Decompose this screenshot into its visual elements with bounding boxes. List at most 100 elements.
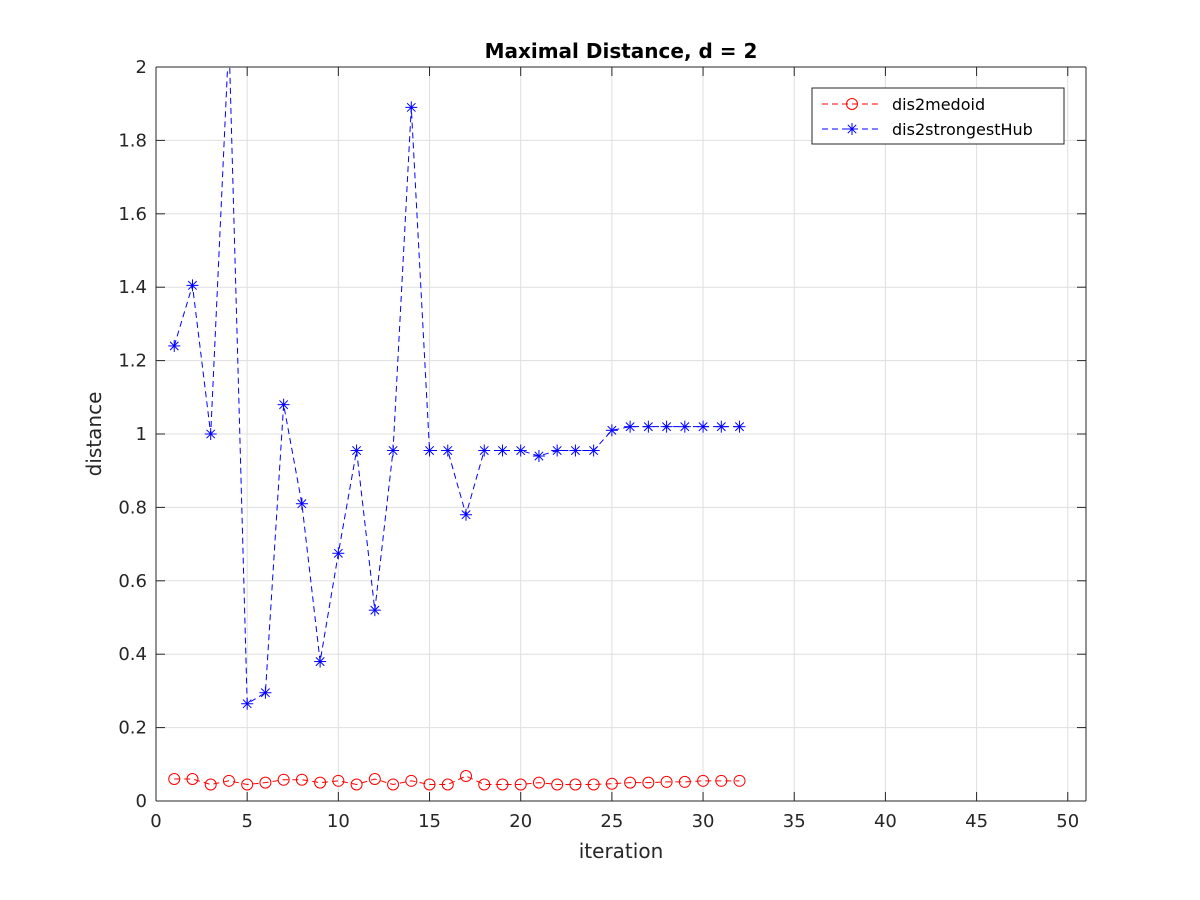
x-tick-label: 30 <box>692 811 715 832</box>
data-point <box>514 444 527 457</box>
data-point <box>496 778 509 791</box>
data-point <box>678 775 691 788</box>
data-point <box>222 774 235 787</box>
x-tick-label: 5 <box>241 811 252 832</box>
x-tick-label: 10 <box>327 811 350 832</box>
series-layer <box>168 67 746 791</box>
data-point <box>405 774 418 787</box>
data-point <box>259 776 272 789</box>
x-tick-label: 25 <box>600 811 623 832</box>
data-point <box>314 776 327 789</box>
data-point <box>478 778 491 791</box>
data-point <box>387 444 400 457</box>
data-point <box>423 444 436 457</box>
data-point <box>460 508 472 521</box>
data-point <box>204 778 217 791</box>
data-point <box>277 773 290 786</box>
data-point <box>423 778 436 791</box>
legend-marker <box>846 123 858 135</box>
data-point <box>678 420 691 433</box>
data-point <box>350 778 363 791</box>
data-point <box>587 778 600 791</box>
data-point <box>642 776 655 789</box>
data-point <box>697 420 710 433</box>
y-tick-label: 0.2 <box>118 718 147 739</box>
data-point <box>259 686 272 699</box>
data-point <box>715 774 728 787</box>
x-tick-label: 15 <box>418 811 441 832</box>
data-point <box>605 777 618 790</box>
x-tick-label: 50 <box>1056 811 1079 832</box>
legend-marker <box>846 98 858 110</box>
data-point <box>168 772 181 785</box>
data-point <box>332 774 345 787</box>
legend-entry: dis2medoid <box>822 95 985 114</box>
data-point <box>186 279 199 292</box>
data-point <box>587 444 600 457</box>
y-tick-label: 2 <box>136 57 147 78</box>
data-point <box>387 778 400 791</box>
data-point <box>204 428 217 440</box>
data-point <box>332 547 345 560</box>
y-tick-label: 1.4 <box>118 277 147 298</box>
data-point <box>569 444 582 457</box>
tick-labels: 0 5 10 15 20 25 30 35 40 45 50 0 0.2 0.4 0.6 0.8 1 1.2 1.4… <box>118 57 1079 832</box>
y-tick-label: 0.6 <box>118 571 147 592</box>
data-point <box>733 774 746 787</box>
data-point <box>496 444 509 457</box>
data-point <box>241 778 254 791</box>
data-point <box>733 420 746 433</box>
data-point <box>569 778 582 791</box>
data-point <box>551 444 564 457</box>
legend: dis2medoid dis2strongestHub <box>811 87 1065 145</box>
data-point <box>460 770 472 783</box>
y-tick-label: 1 <box>136 424 147 445</box>
x-axis-label: iteration <box>579 839 664 863</box>
data-point <box>715 420 728 433</box>
data-point <box>441 778 454 791</box>
series-dis2medoid <box>168 770 746 791</box>
x-tick-label: 20 <box>509 811 532 832</box>
series-line <box>174 775 740 786</box>
series-dis2strongestHub <box>168 67 746 710</box>
data-point <box>551 778 564 791</box>
data-point <box>660 420 673 433</box>
data-point <box>368 772 381 785</box>
data-point <box>295 773 308 786</box>
y-tick-label: 1.8 <box>118 130 147 151</box>
data-point <box>697 774 710 787</box>
data-point <box>514 778 527 791</box>
y-tick-label: 0.4 <box>118 644 147 665</box>
legend-label: dis2medoid <box>892 95 985 114</box>
axes <box>155 66 1087 802</box>
x-tick-label: 40 <box>874 811 897 832</box>
y-tick-label: 1.6 <box>118 204 147 225</box>
y-tick-label: 0.8 <box>118 497 147 518</box>
data-point <box>660 775 673 788</box>
data-point <box>241 697 254 710</box>
x-tick-label: 35 <box>783 811 806 832</box>
data-point <box>368 604 381 617</box>
chart-title: Maximal Distance, d = 2 <box>485 39 758 63</box>
data-point <box>642 420 655 433</box>
x-tick-label: 45 <box>965 811 988 832</box>
data-point <box>532 450 545 463</box>
y-tick-label: 0 <box>136 791 147 812</box>
data-point <box>624 420 637 433</box>
data-point <box>350 444 363 457</box>
data-point <box>186 772 199 785</box>
data-point <box>441 444 454 457</box>
legend-label: dis2strongestHub <box>892 120 1033 139</box>
data-point <box>405 101 418 114</box>
legend-items: dis2medoid dis2strongestHub <box>822 95 1033 139</box>
x-tick-label: 0 <box>150 811 161 832</box>
data-point <box>168 339 181 352</box>
legend-entry: dis2strongestHub <box>822 120 1033 139</box>
y-tick-label: 1.2 <box>118 351 147 372</box>
data-point <box>532 776 545 789</box>
data-point <box>478 444 491 457</box>
data-point <box>605 424 618 437</box>
data-point <box>277 398 290 411</box>
y-axis-label: distance <box>82 392 106 477</box>
